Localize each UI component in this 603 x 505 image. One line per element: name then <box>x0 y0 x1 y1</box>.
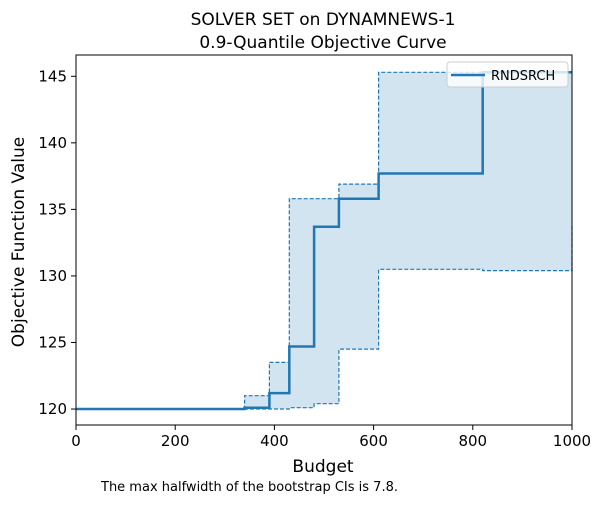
axes: 0 200 400 600 800 1000 120 125 130 135 140 145 <box>38 54 591 450</box>
chart: SOLVER SET on DYNAMNEWS-1 0.9-Quantile O… <box>9 10 591 477</box>
plot-area <box>76 71 573 411</box>
y-tick-label: 145 <box>38 67 67 85</box>
x-tick-label: 800 <box>458 432 487 450</box>
y-axis-label: Objective Function Value <box>9 137 29 347</box>
x-axis-label: Budget <box>292 457 353 477</box>
ci-band-rndsrch <box>76 72 572 410</box>
ci-upper-line-rndsrch <box>76 71 572 410</box>
footnote: The max halfwidth of the bootstrap CIs i… <box>101 480 398 495</box>
x-tick-label: 0 <box>71 432 81 450</box>
x-tick-label: 600 <box>359 432 388 450</box>
y-tick-label: 135 <box>38 200 67 218</box>
ci-lower-line-rndsrch <box>76 225 573 410</box>
legend-label-rndsrch: RNDSRCH <box>491 69 555 84</box>
plot-frame <box>75 54 573 426</box>
y-tick-label: 120 <box>38 400 67 418</box>
chart-title: SOLVER SET on DYNAMNEWS-1 <box>191 10 456 30</box>
legend-box <box>446 61 569 88</box>
x-tick-label: 1000 <box>553 432 591 450</box>
y-tick-label: 130 <box>38 267 67 285</box>
x-tick-label: 200 <box>161 432 190 450</box>
y-tick-label: 140 <box>38 134 67 152</box>
y-tick-label: 125 <box>38 333 67 351</box>
legend: RNDSRCH <box>446 61 569 88</box>
chart-subtitle: 0.9-Quantile Objective Curve <box>199 33 446 53</box>
series-line-rndsrch <box>76 71 572 411</box>
x-tick-label: 400 <box>260 432 289 450</box>
